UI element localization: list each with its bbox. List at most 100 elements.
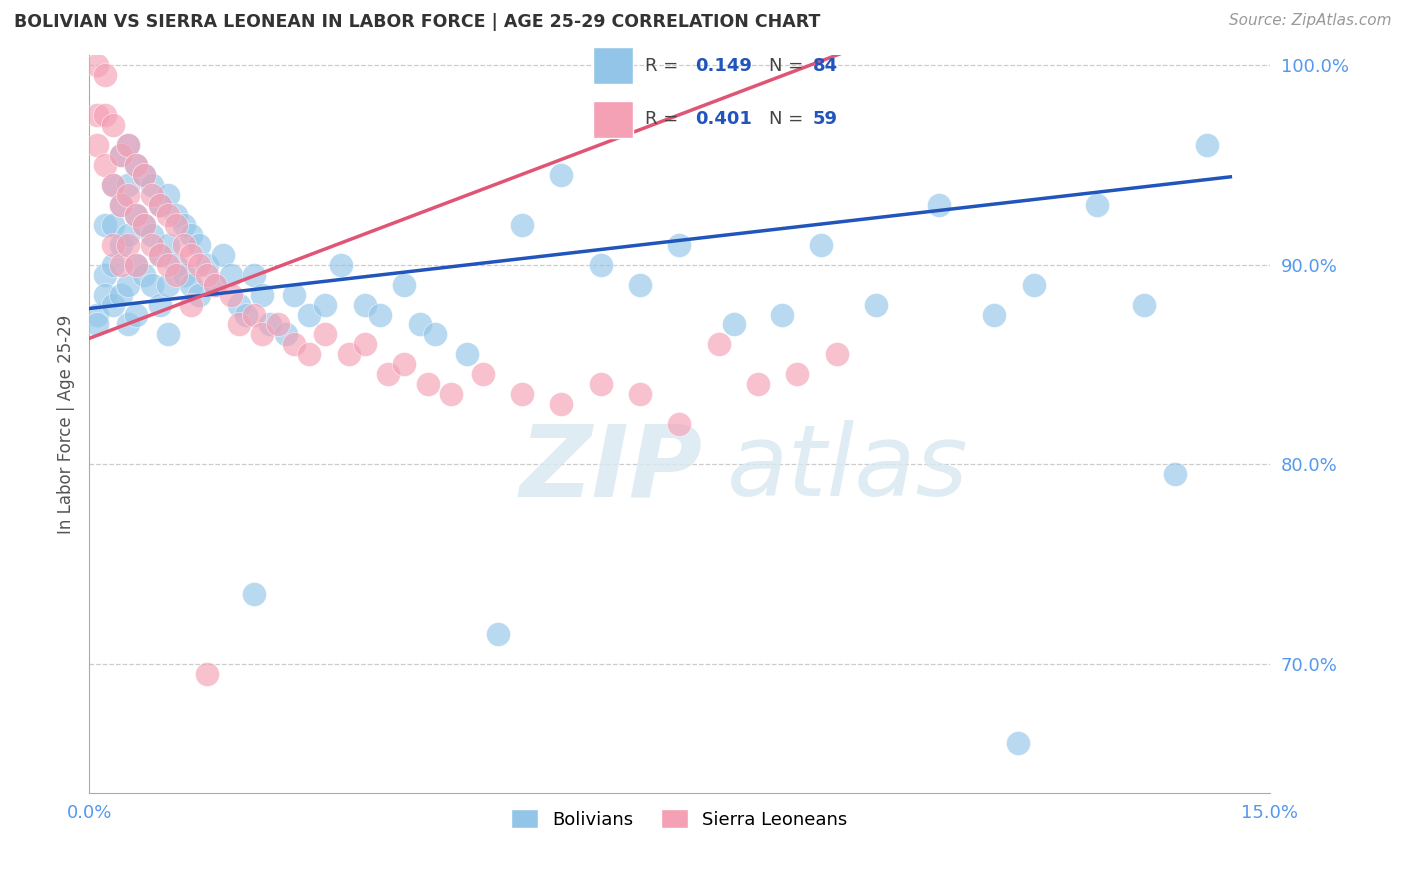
Point — [165, 258, 187, 272]
Point — [723, 318, 745, 332]
Point — [149, 247, 172, 261]
Point — [117, 178, 139, 192]
Point — [134, 268, 156, 282]
Point — [1164, 467, 1187, 482]
Point — [219, 268, 242, 282]
Point — [101, 218, 124, 232]
Point — [149, 247, 172, 261]
Point — [408, 318, 430, 332]
Point — [298, 347, 321, 361]
Text: BOLIVIAN VS SIERRA LEONEAN IN LABOR FORCE | AGE 25-29 CORRELATION CHART: BOLIVIAN VS SIERRA LEONEAN IN LABOR FORC… — [14, 13, 821, 31]
Point — [101, 178, 124, 192]
Point — [173, 237, 195, 252]
Point — [141, 178, 163, 192]
Point — [212, 247, 235, 261]
Point — [125, 308, 148, 322]
Point — [125, 208, 148, 222]
Point — [329, 258, 352, 272]
Point — [134, 218, 156, 232]
Point — [668, 417, 690, 432]
Point — [392, 277, 415, 292]
Point — [101, 237, 124, 252]
Point — [117, 137, 139, 152]
Text: 84: 84 — [813, 57, 838, 75]
Point — [110, 287, 132, 301]
Point — [440, 387, 463, 401]
Point — [471, 368, 494, 382]
Point — [510, 387, 533, 401]
Point — [1022, 277, 1045, 292]
Point — [165, 218, 187, 232]
Point — [1132, 297, 1154, 311]
Point — [252, 327, 274, 342]
Point — [298, 308, 321, 322]
Point — [149, 297, 172, 311]
Point — [195, 666, 218, 681]
Point — [180, 247, 202, 261]
Point — [188, 287, 211, 301]
Point — [125, 158, 148, 172]
Point — [110, 237, 132, 252]
Point — [283, 337, 305, 351]
Point — [1195, 137, 1218, 152]
Point — [228, 318, 250, 332]
Legend: Bolivians, Sierra Leoneans: Bolivians, Sierra Leoneans — [503, 802, 855, 836]
Point — [314, 327, 336, 342]
Point — [219, 287, 242, 301]
Point — [1085, 198, 1108, 212]
Point — [425, 327, 447, 342]
Point — [86, 58, 108, 72]
Point — [416, 377, 439, 392]
Point — [117, 318, 139, 332]
Point — [550, 397, 572, 411]
Point — [141, 237, 163, 252]
Text: Source: ZipAtlas.com: Source: ZipAtlas.com — [1229, 13, 1392, 29]
Point — [141, 277, 163, 292]
Point — [86, 108, 108, 122]
Point — [707, 337, 730, 351]
Point — [589, 377, 612, 392]
Point — [156, 187, 179, 202]
Point — [243, 587, 266, 601]
Point — [204, 277, 226, 292]
Point — [94, 268, 117, 282]
Point — [180, 277, 202, 292]
Point — [252, 287, 274, 301]
Point — [141, 187, 163, 202]
Point — [825, 347, 848, 361]
Point — [628, 387, 651, 401]
Point — [110, 198, 132, 212]
Point — [94, 108, 117, 122]
Point — [156, 327, 179, 342]
Point — [337, 347, 360, 361]
Point — [156, 277, 179, 292]
Point — [156, 237, 179, 252]
Point — [125, 258, 148, 272]
Point — [110, 198, 132, 212]
Point — [235, 308, 257, 322]
Point — [94, 218, 117, 232]
Text: R =: R = — [645, 57, 685, 75]
Point — [274, 327, 297, 342]
Point — [865, 297, 887, 311]
Bar — [593, 47, 633, 85]
Point — [204, 277, 226, 292]
Point — [165, 208, 187, 222]
Bar — [593, 101, 633, 137]
Point — [94, 287, 117, 301]
Point — [353, 337, 375, 351]
Point — [156, 258, 179, 272]
Point — [125, 158, 148, 172]
Point — [180, 297, 202, 311]
Point — [117, 237, 139, 252]
Point — [188, 237, 211, 252]
Point — [1007, 736, 1029, 750]
Point — [180, 227, 202, 242]
Point — [228, 297, 250, 311]
Point — [125, 208, 148, 222]
Point — [125, 258, 148, 272]
Point — [353, 297, 375, 311]
Point — [156, 208, 179, 222]
Point — [110, 148, 132, 162]
Text: 0.401: 0.401 — [695, 111, 752, 128]
